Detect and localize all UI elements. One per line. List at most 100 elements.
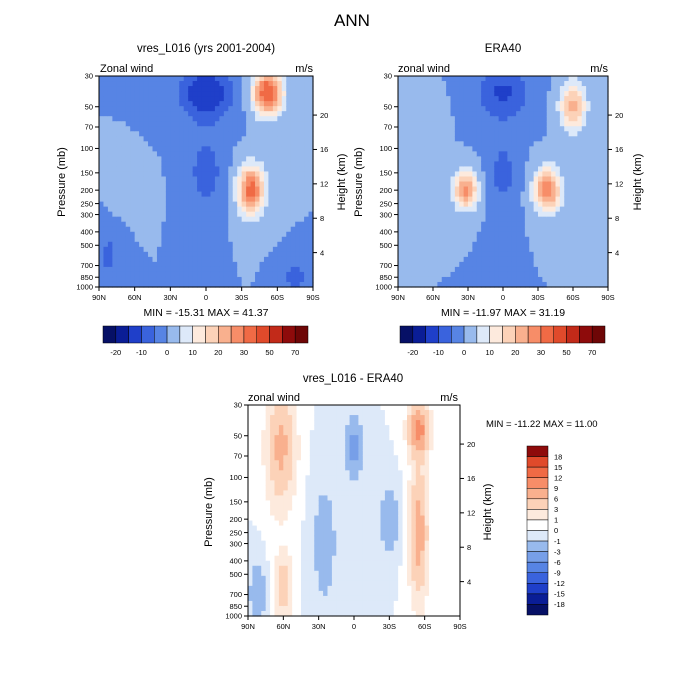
field-cell: [441, 116, 447, 122]
field-cell: [314, 505, 320, 512]
field-cell: [263, 226, 270, 233]
field-cell: [116, 96, 122, 102]
field-cell: [277, 151, 283, 157]
field-cell: [281, 186, 287, 193]
field-cell: [192, 116, 198, 122]
field-cell: [255, 131, 261, 137]
field-cell: [112, 251, 118, 258]
field-cell: [210, 221, 216, 228]
field-cell: [476, 76, 482, 82]
field-cell: [248, 450, 254, 456]
field-cell: [433, 231, 438, 238]
field-cell: [498, 76, 504, 82]
field-cell: [237, 241, 243, 248]
field-cell: [419, 96, 425, 102]
field-cell: [398, 171, 403, 178]
field-cell: [446, 116, 452, 122]
field-cell: [485, 156, 491, 162]
field-cell: [533, 156, 539, 162]
field-cell: [494, 111, 500, 117]
field-cell: [261, 445, 267, 451]
field-cell: [586, 151, 592, 157]
field-cell: [206, 151, 212, 157]
field-cell: [143, 126, 149, 132]
field-cell: [564, 266, 570, 273]
field-cell: [134, 86, 140, 92]
field-cell: [559, 266, 565, 273]
field-cell: [281, 191, 287, 198]
field-cell: [299, 141, 305, 147]
field-cell: [130, 81, 136, 87]
field-cell: [476, 106, 482, 112]
field-cell: [116, 136, 122, 142]
field-cell: [270, 545, 276, 552]
field-cell: [450, 156, 456, 162]
field-cell: [223, 171, 229, 178]
field-cell: [299, 116, 305, 122]
field-cell: [201, 251, 207, 258]
field-cell: [255, 246, 261, 253]
field-cell: [573, 256, 578, 263]
field-cell: [278, 550, 284, 557]
field-cell: [419, 226, 425, 233]
field-cell: [327, 490, 333, 497]
field-cell: [520, 186, 526, 193]
field-cell: [446, 166, 452, 173]
field-cell: [309, 540, 315, 547]
field-cell: [287, 555, 293, 562]
field-cell: [485, 256, 491, 263]
field-cell: [424, 221, 430, 228]
field-cell: [214, 186, 220, 193]
field-cell: [252, 415, 258, 421]
field-cell: [248, 415, 254, 421]
field-cell: [296, 425, 302, 431]
field-cell: [318, 425, 324, 431]
field-cell: [590, 136, 596, 142]
field-cell: [511, 101, 517, 107]
field-cell: [603, 96, 609, 102]
field-cell: [472, 251, 478, 258]
field-cell: [476, 261, 482, 268]
field-cell: [581, 251, 587, 258]
field-cell: [415, 181, 421, 188]
field-cell: [577, 91, 583, 97]
field-cell: [143, 121, 149, 127]
field-cell: [498, 146, 504, 152]
field-cell: [314, 540, 320, 547]
field-cell: [143, 236, 149, 243]
field-cell: [250, 76, 256, 82]
field-cell: [179, 106, 185, 112]
field-cell: [206, 281, 212, 288]
field-cell: [555, 251, 561, 258]
field-cell: [290, 121, 296, 127]
field-cell: [594, 276, 600, 283]
field-cell: [511, 231, 517, 238]
field-cell: [116, 271, 122, 278]
colorbar-box: [269, 325, 283, 344]
field-cell: [170, 176, 176, 183]
field-cell: [183, 136, 189, 142]
field-cell: [533, 76, 539, 82]
field-cell: [156, 136, 163, 142]
field-cell: [450, 176, 456, 183]
field-cell: [437, 206, 443, 213]
field-cell: [292, 575, 298, 582]
field-cell: [223, 226, 229, 233]
field-cell: [559, 186, 565, 193]
field-cell: [511, 136, 517, 142]
field-cell: [214, 131, 220, 137]
field-cell: [590, 221, 596, 228]
field-cell: [252, 575, 258, 582]
field-cell: [599, 196, 605, 203]
field-cell: [165, 176, 171, 183]
field-cell: [121, 106, 127, 112]
field-cell: [206, 231, 212, 238]
field-cell: [314, 585, 320, 592]
field-cell: [268, 121, 274, 127]
field-cell: [201, 191, 207, 198]
field-cell: [272, 106, 278, 112]
field-cell: [134, 111, 140, 117]
field-cell: [223, 276, 229, 283]
field-cell: [188, 151, 194, 157]
field-cell: [437, 271, 443, 278]
